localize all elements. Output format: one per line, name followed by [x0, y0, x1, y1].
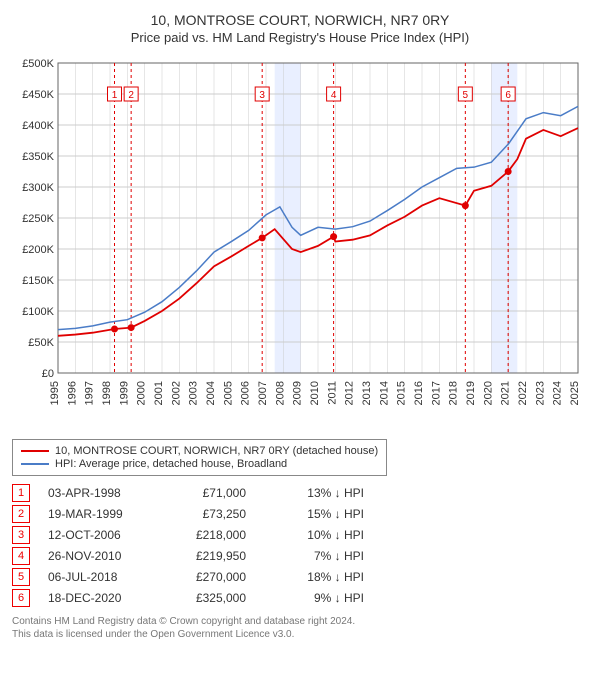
svg-text:2004: 2004 [205, 381, 217, 405]
svg-text:2: 2 [128, 90, 134, 101]
sale-price: £219,950 [166, 549, 246, 563]
footnote-line: This data is licensed under the Open Gov… [12, 628, 588, 641]
svg-text:2001: 2001 [153, 381, 165, 405]
svg-text:2012: 2012 [344, 381, 356, 405]
svg-text:2009: 2009 [292, 381, 304, 405]
sale-date: 19-MAR-1999 [48, 507, 148, 521]
sale-marker-number: 6 [12, 589, 30, 607]
sale-price: £218,000 [166, 528, 246, 542]
legend-label: 10, MONTROSE COURT, NORWICH, NR7 0RY (de… [55, 445, 378, 457]
svg-text:£0: £0 [42, 368, 54, 380]
svg-text:£200K: £200K [22, 244, 54, 256]
svg-text:2011: 2011 [326, 381, 338, 405]
sale-diff: 9% ↓ HPI [264, 591, 364, 605]
svg-text:£450K: £450K [22, 89, 54, 101]
sale-diff: 7% ↓ HPI [264, 549, 364, 563]
svg-text:2008: 2008 [274, 381, 286, 405]
svg-text:2014: 2014 [378, 381, 390, 405]
chart-svg: £0 £50K £100K £150K £200K £250K £300K £350K £400… [12, 53, 588, 433]
svg-text:2007: 2007 [257, 381, 269, 405]
svg-text:£150K: £150K [22, 275, 54, 287]
legend-item: 10, MONTROSE COURT, NORWICH, NR7 0RY (de… [21, 445, 378, 457]
svg-text:3: 3 [259, 90, 265, 101]
sale-marker-number: 2 [12, 505, 30, 523]
sale-price: £270,000 [166, 570, 246, 584]
svg-text:2005: 2005 [222, 381, 234, 405]
sale-row: 6 18-DEC-2020 £325,000 9% ↓ HPI [12, 589, 588, 607]
sale-marker-number: 1 [12, 484, 30, 502]
sale-diff: 10% ↓ HPI [264, 528, 364, 542]
svg-text:2013: 2013 [361, 381, 373, 405]
svg-text:£400K: £400K [22, 120, 54, 132]
svg-text:2010: 2010 [309, 381, 321, 405]
sale-marker-number: 5 [12, 568, 30, 586]
sale-date: 06-JUL-2018 [48, 570, 148, 584]
sale-row: 2 19-MAR-1999 £73,250 15% ↓ HPI [12, 505, 588, 523]
sale-price: £73,250 [166, 507, 246, 521]
svg-text:2015: 2015 [396, 381, 408, 405]
svg-text:2016: 2016 [413, 381, 425, 405]
svg-text:£250K: £250K [22, 213, 54, 225]
chart-title: 10, MONTROSE COURT, NORWICH, NR7 0RY [12, 12, 588, 28]
svg-text:6: 6 [505, 90, 511, 101]
svg-text:£500K: £500K [22, 58, 54, 70]
svg-text:1: 1 [112, 90, 118, 101]
legend: 10, MONTROSE COURT, NORWICH, NR7 0RY (de… [12, 439, 387, 476]
svg-text:2024: 2024 [552, 381, 564, 405]
sale-date: 12-OCT-2006 [48, 528, 148, 542]
legend-item: HPI: Average price, detached house, Broa… [21, 458, 378, 470]
svg-text:2006: 2006 [240, 381, 252, 405]
svg-text:£350K: £350K [22, 151, 54, 163]
svg-text:4: 4 [331, 90, 337, 101]
legend-label: HPI: Average price, detached house, Broa… [55, 458, 287, 470]
svg-text:5: 5 [463, 90, 469, 101]
sale-diff: 18% ↓ HPI [264, 570, 364, 584]
sale-row: 5 06-JUL-2018 £270,000 18% ↓ HPI [12, 568, 588, 586]
svg-text:2017: 2017 [430, 381, 442, 405]
svg-text:2022: 2022 [517, 381, 529, 405]
sale-row: 1 03-APR-1998 £71,000 13% ↓ HPI [12, 484, 588, 502]
footnote-line: Contains HM Land Registry data © Crown c… [12, 615, 588, 628]
svg-text:1999: 1999 [118, 381, 130, 405]
chart-subtitle: Price paid vs. HM Land Registry's House … [12, 30, 588, 45]
price-chart: £0 £50K £100K £150K £200K £250K £300K £350K £400… [12, 53, 588, 433]
sale-diff: 13% ↓ HPI [264, 486, 364, 500]
footnote: Contains HM Land Registry data © Crown c… [12, 615, 588, 641]
sale-price: £71,000 [166, 486, 246, 500]
svg-text:2025: 2025 [569, 381, 581, 405]
svg-text:2003: 2003 [188, 381, 200, 405]
svg-text:2018: 2018 [448, 381, 460, 405]
sale-diff: 15% ↓ HPI [264, 507, 364, 521]
svg-text:£100K: £100K [22, 306, 54, 318]
svg-text:2000: 2000 [136, 381, 148, 405]
svg-text:2020: 2020 [482, 381, 494, 405]
svg-text:2002: 2002 [170, 381, 182, 405]
sale-date: 26-NOV-2010 [48, 549, 148, 563]
sale-row: 4 26-NOV-2010 £219,950 7% ↓ HPI [12, 547, 588, 565]
svg-text:2019: 2019 [465, 381, 477, 405]
svg-text:1996: 1996 [66, 381, 78, 405]
legend-swatch [21, 463, 49, 465]
sale-marker-number: 4 [12, 547, 30, 565]
svg-text:1997: 1997 [84, 381, 96, 405]
svg-text:2023: 2023 [534, 381, 546, 405]
svg-text:1998: 1998 [101, 381, 113, 405]
sale-price: £325,000 [166, 591, 246, 605]
legend-swatch [21, 450, 49, 452]
sale-row: 3 12-OCT-2006 £218,000 10% ↓ HPI [12, 526, 588, 544]
sales-table: 1 03-APR-1998 £71,000 13% ↓ HPI 2 19-MAR-1999… [12, 484, 588, 607]
svg-text:2021: 2021 [500, 381, 512, 405]
sale-marker-number: 3 [12, 526, 30, 544]
sale-date: 18-DEC-2020 [48, 591, 148, 605]
sale-date: 03-APR-1998 [48, 486, 148, 500]
svg-text:£300K: £300K [22, 182, 54, 194]
svg-text:£50K: £50K [28, 337, 54, 349]
svg-text:1995: 1995 [49, 381, 61, 405]
